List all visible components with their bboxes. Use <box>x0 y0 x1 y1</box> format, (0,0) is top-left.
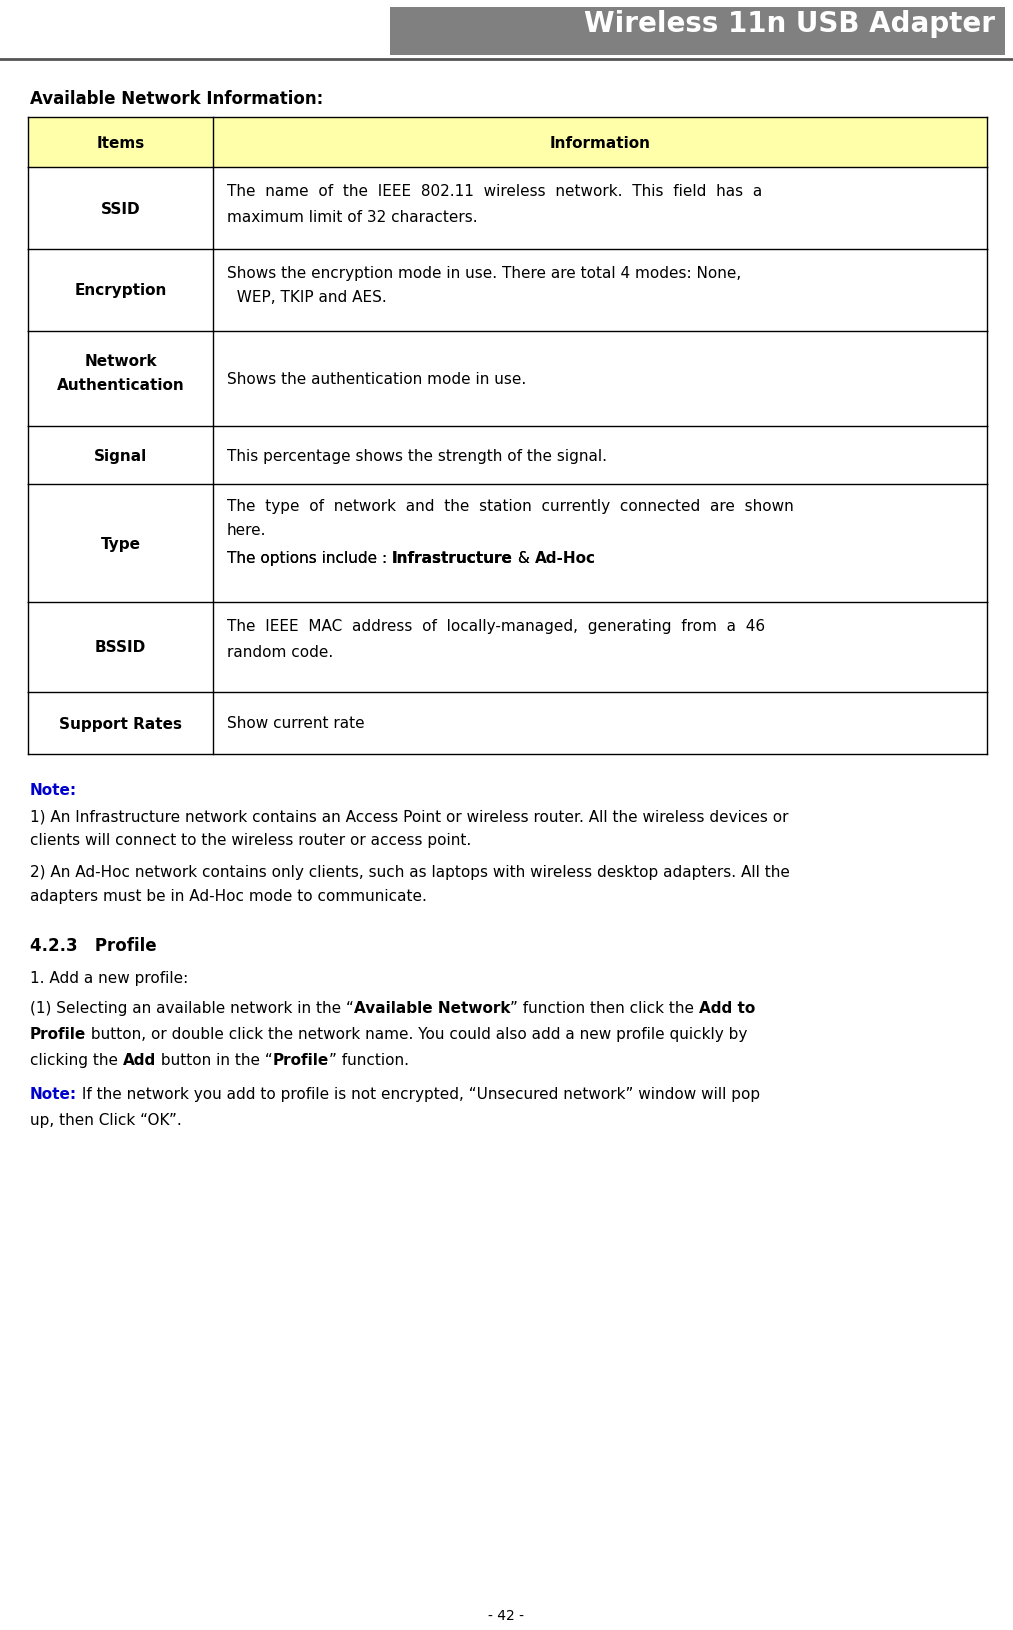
Text: 1. Add a new profile:: 1. Add a new profile: <box>30 970 188 986</box>
Text: 2) An Ad-Hoc network contains only clients, such as laptops with wireless deskto: 2) An Ad-Hoc network contains only clien… <box>30 864 790 880</box>
Text: maximum limit of 32 characters.: maximum limit of 32 characters. <box>227 210 477 225</box>
Text: WEP, TKIP and AES.: WEP, TKIP and AES. <box>227 290 387 305</box>
Bar <box>390 8 1005 55</box>
Text: Shows the encryption mode in use. There are total 4 modes: None,: Shows the encryption mode in use. There … <box>227 266 742 280</box>
Text: 4.2.3   Profile: 4.2.3 Profile <box>30 936 157 955</box>
Text: 1) An Infrastructure network contains an Access Point or wireless router. All th: 1) An Infrastructure network contains an… <box>30 808 788 823</box>
Bar <box>213 693 987 755</box>
Text: up, then Click “OK”.: up, then Click “OK”. <box>30 1112 181 1128</box>
Bar <box>213 168 987 249</box>
Text: Show current rate: Show current rate <box>227 716 365 730</box>
Text: Infrastructure: Infrastructure <box>392 551 513 566</box>
Bar <box>28 117 213 168</box>
Text: Shows the authentication mode in use.: Shows the authentication mode in use. <box>227 372 526 386</box>
Text: Ad-Hoc: Ad-Hoc <box>535 551 596 566</box>
Bar <box>28 427 213 484</box>
Bar <box>213 333 987 427</box>
Bar <box>213 603 987 693</box>
Text: button in the “: button in the “ <box>156 1053 272 1068</box>
Text: Profile: Profile <box>30 1027 86 1042</box>
Bar <box>213 427 987 484</box>
Text: Available Network: Available Network <box>354 1001 511 1015</box>
Text: (1) Selecting an available network in the “: (1) Selecting an available network in th… <box>30 1001 354 1015</box>
Text: Encryption: Encryption <box>74 284 167 298</box>
Text: Authentication: Authentication <box>57 378 184 393</box>
Text: Network: Network <box>84 354 157 368</box>
Text: Add to: Add to <box>699 1001 756 1015</box>
Text: The  type  of  network  and  the  station  currently  connected  are  shown: The type of network and the station curr… <box>227 499 794 513</box>
Text: &: & <box>513 551 535 566</box>
Text: Wireless 11n USB Adapter: Wireless 11n USB Adapter <box>585 10 995 37</box>
Text: button, or double click the network name. You could also add a new profile quick: button, or double click the network name… <box>86 1027 748 1042</box>
Text: The options include :: The options include : <box>227 551 392 566</box>
Text: &: & <box>513 551 535 566</box>
Bar <box>28 333 213 427</box>
Text: The options include :: The options include : <box>227 551 392 566</box>
Text: If the network you add to profile is not encrypted, “Unsecured network” window w: If the network you add to profile is not… <box>77 1086 760 1102</box>
Bar <box>28 603 213 693</box>
Text: Note:: Note: <box>30 1086 77 1102</box>
Text: clients will connect to the wireless router or access point.: clients will connect to the wireless rou… <box>30 833 471 848</box>
Bar <box>28 484 213 603</box>
Text: Profile: Profile <box>272 1053 329 1068</box>
Text: Information: Information <box>549 135 650 150</box>
Text: This percentage shows the strength of the signal.: This percentage shows the strength of th… <box>227 448 607 463</box>
Text: random code.: random code. <box>227 644 333 660</box>
Text: Signal: Signal <box>94 448 147 463</box>
Text: Available Network Information:: Available Network Information: <box>30 90 323 108</box>
Text: The  name  of  the  IEEE  802.11  wireless  network.  This  field  has  a: The name of the IEEE 802.11 wireless net… <box>227 184 762 199</box>
Text: The  IEEE  MAC  address  of  locally-managed,  generating  from  a  46: The IEEE MAC address of locally-managed,… <box>227 619 765 634</box>
Text: adapters must be in Ad-Hoc mode to communicate.: adapters must be in Ad-Hoc mode to commu… <box>30 888 426 903</box>
Bar <box>213 117 987 168</box>
Text: Add: Add <box>123 1053 156 1068</box>
Text: - 42 -: - 42 - <box>488 1609 524 1622</box>
Text: ” function.: ” function. <box>329 1053 409 1068</box>
Bar <box>213 484 987 603</box>
Text: BSSID: BSSID <box>95 641 146 655</box>
Text: Note:: Note: <box>30 782 77 797</box>
Text: SSID: SSID <box>100 202 141 217</box>
Bar <box>28 693 213 755</box>
Bar <box>28 168 213 249</box>
Text: Type: Type <box>100 536 141 551</box>
Text: Items: Items <box>96 135 145 150</box>
Text: Infrastructure: Infrastructure <box>392 551 513 566</box>
Text: here.: here. <box>227 523 266 538</box>
Text: ” function then click the: ” function then click the <box>511 1001 699 1015</box>
Bar <box>28 249 213 333</box>
Bar <box>213 249 987 333</box>
Text: Support Rates: Support Rates <box>59 716 182 730</box>
Text: clicking the: clicking the <box>30 1053 123 1068</box>
